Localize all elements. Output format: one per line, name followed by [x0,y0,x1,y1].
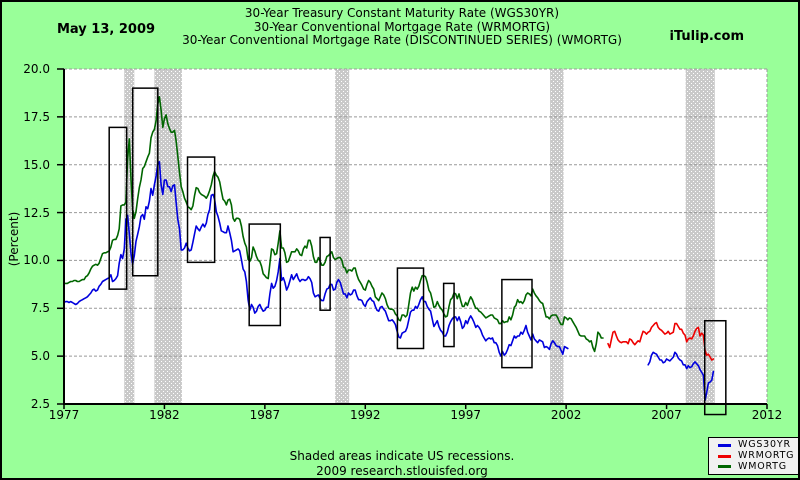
series-wgs30yr [647,351,715,402]
recession-note: Shaded areas indicate US recessions. [289,449,515,463]
annotation-box [108,126,128,290]
legend-row-wmortg: WMORTG [718,461,796,472]
y-tick-label: 12.5 [23,205,50,220]
wrmortg-line-swatch [718,454,731,458]
x-tick-label: 1987 [249,408,281,422]
chart-title-line-2: 30-Year Conventional Mortgage Rate (WRMO… [253,19,551,34]
recession-band [685,69,715,404]
y-tick-label: 2.5 [30,397,50,411]
wgs30yr-line-swatch [718,443,731,447]
legend-label-wgs30yr: WGS30YR [738,439,791,451]
chart-title-line-1: 30-Year Treasury Constant Maturity Rate … [244,6,560,20]
recession-band [550,69,564,404]
y-tick-label: 7.5 [30,301,50,316]
x-tick-label: 2012 [751,408,783,422]
annotation-box [131,87,159,277]
series-wrmortg [607,321,715,361]
annotation-box [319,236,331,311]
x-tick-label: 1977 [48,408,80,422]
chart-title-block: 30-Year Treasury Constant Maturity Rate … [2,6,798,48]
legend-row-wgs30yr: WGS30YR [718,440,796,451]
legend: WGS30YR WRMORTG WMORTG [708,437,798,475]
legend-row-wrmortg: WRMORTG [718,451,796,462]
x-tick-label: 2002 [550,408,582,422]
x-tick-label: 1982 [149,408,180,422]
y-tick-label: 20.0 [23,62,50,76]
annotation-box [396,267,425,350]
recession-band [335,69,350,404]
annotation-box [248,223,282,327]
series-wmortg [63,96,604,353]
annotation-box [442,282,455,348]
annotation-box [186,156,216,264]
wmortg-line-swatch [718,465,731,469]
x-tick-label: 1992 [350,408,381,422]
footer-notes: Shaded areas indicate US recessions. 200… [2,449,798,478]
source-credit: 2009 research.stlouisfed.org [316,463,488,478]
annotation-box [703,319,727,416]
legend-label-wmortg: WMORTG [738,460,787,472]
x-tick-label: 2007 [651,408,682,422]
itulip-watermark: iTulip.com [669,29,745,44]
y-tick-label: 10.0 [23,253,50,268]
chart-title-line-3: 30-Year Conventional Mortgage Rate (DISC… [182,33,622,47]
y-tick-label: 17.5 [23,109,50,124]
x-tick-label: 1997 [450,408,481,422]
annotation-box [501,278,533,369]
y-tick-label: 5.0 [30,349,50,364]
y-tick-label: 15.0 [23,157,50,172]
series-wgs30yr [63,161,569,357]
legend-label-wrmortg: WRMORTG [738,450,795,461]
date-stamp: May 13, 2009 [57,22,156,37]
